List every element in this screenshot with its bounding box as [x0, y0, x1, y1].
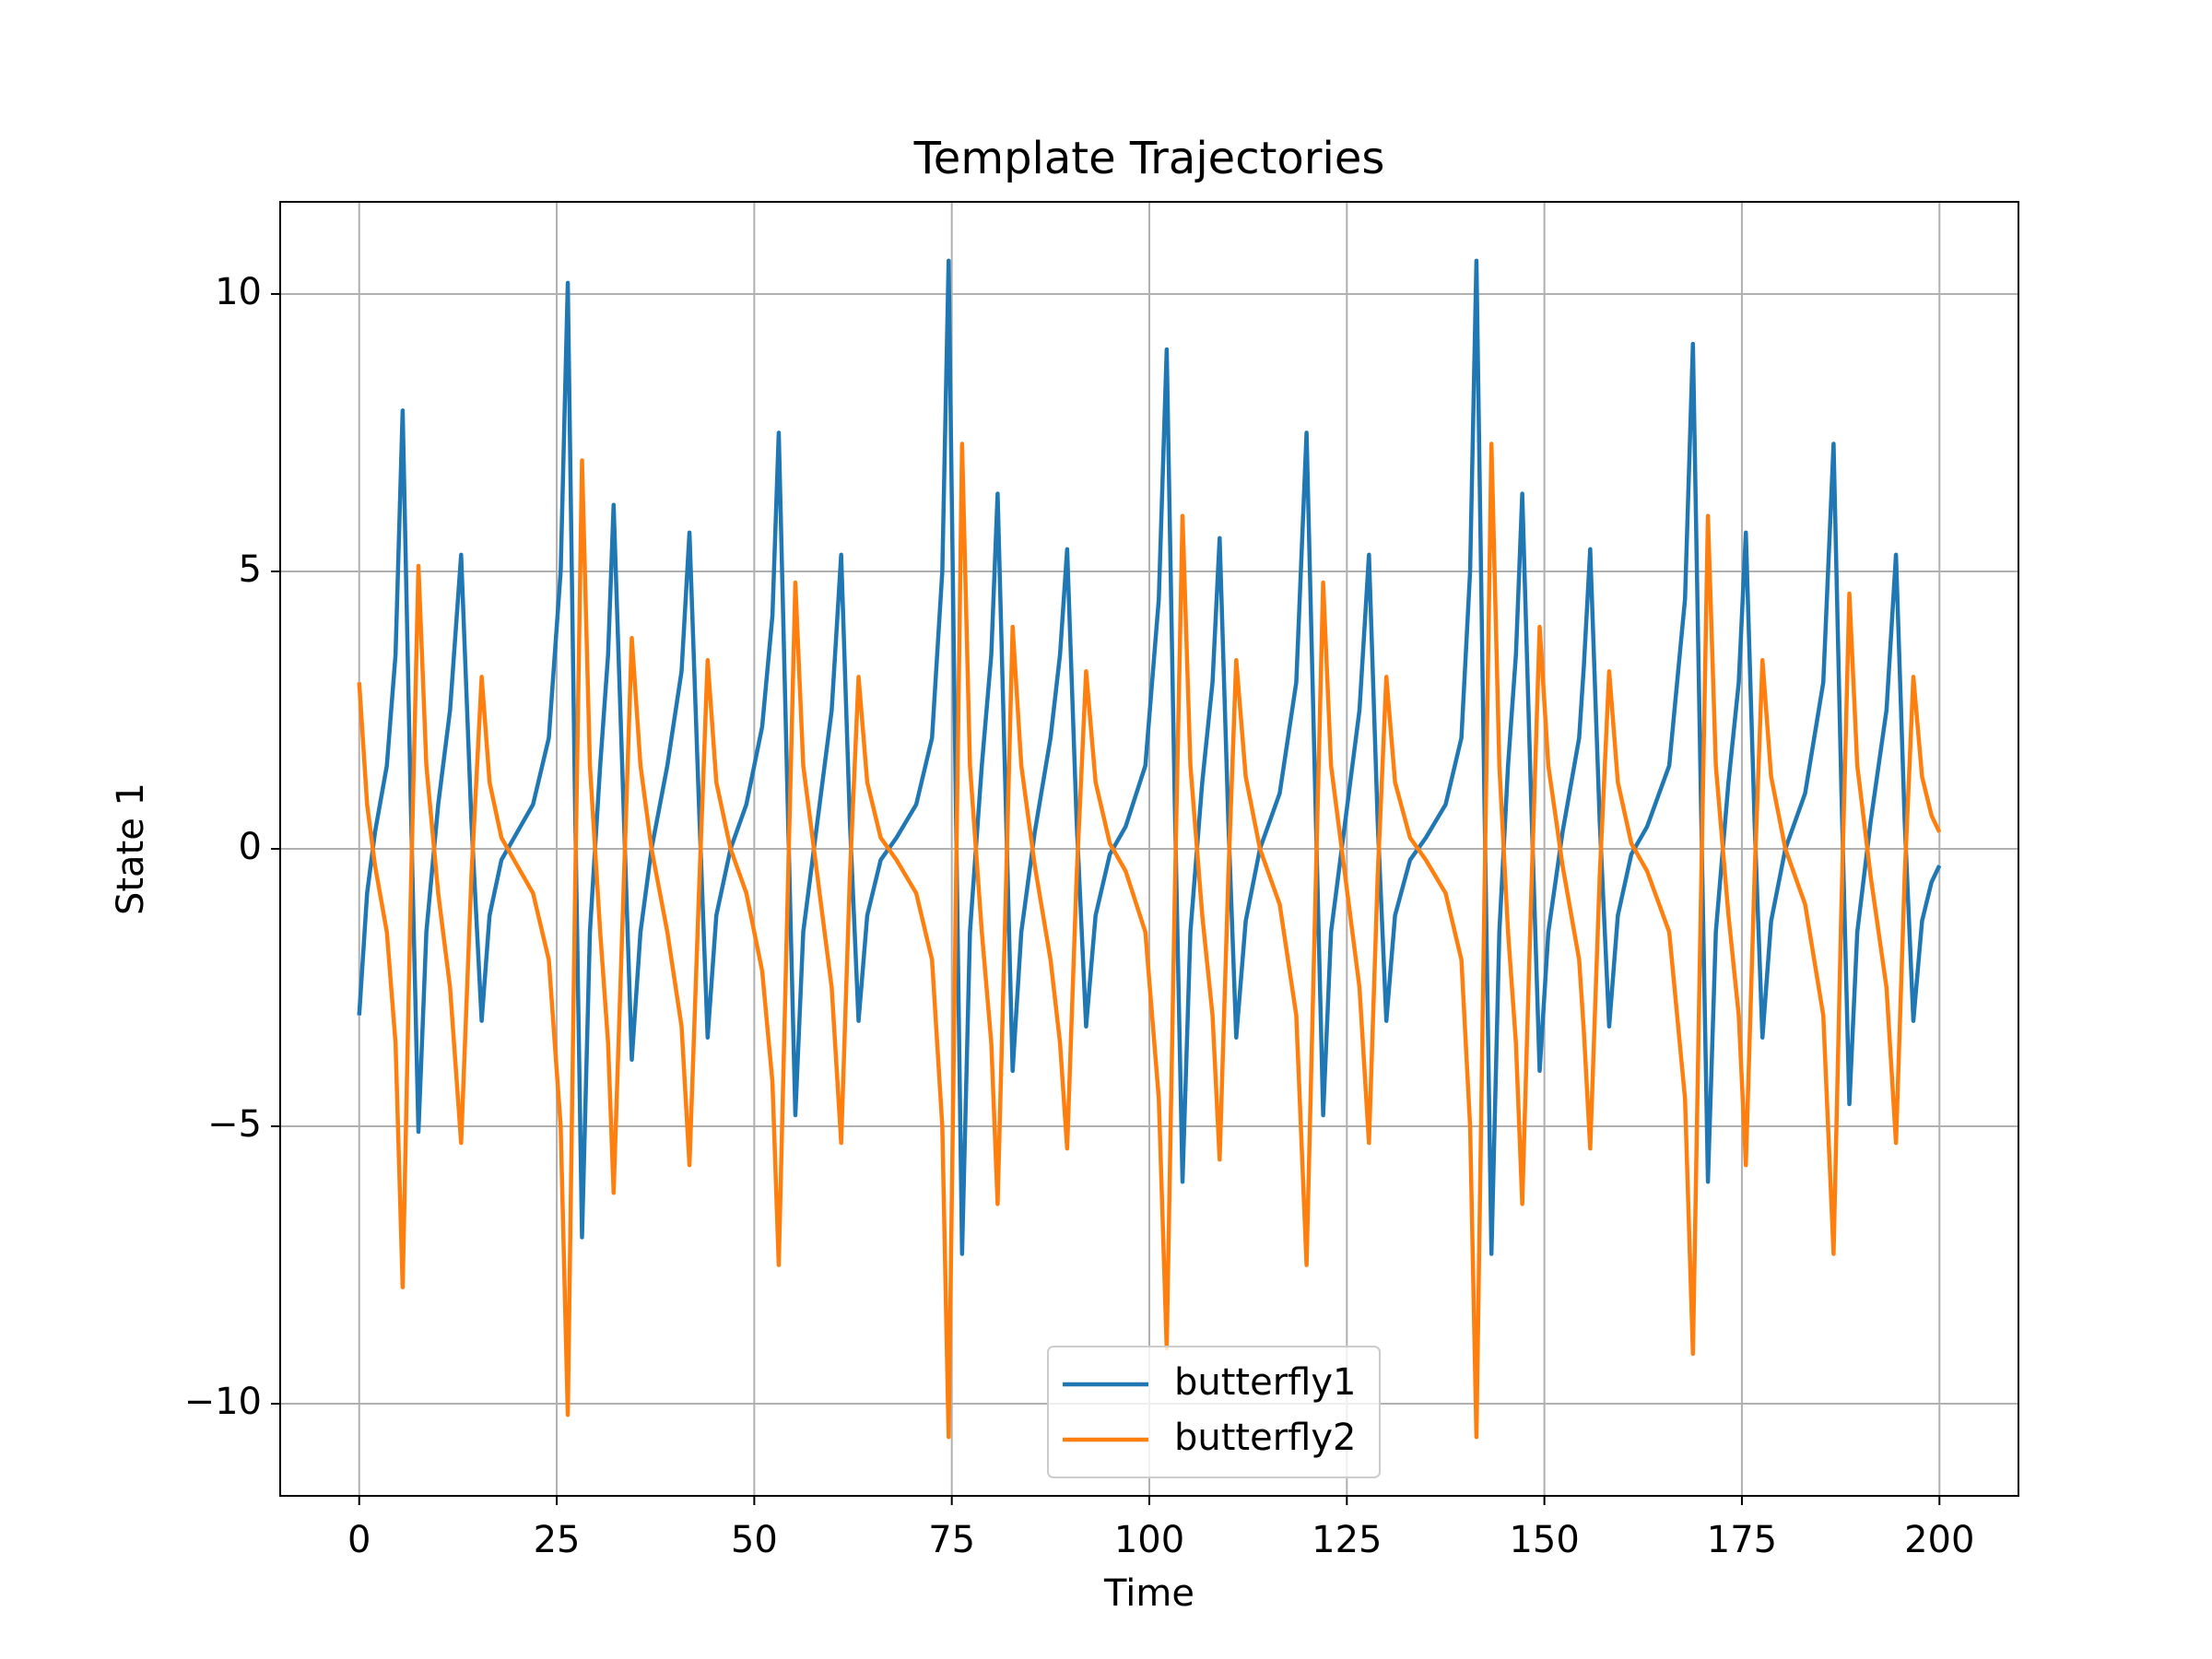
series-line	[357, 258, 1942, 1256]
y-tick-label: 10	[215, 271, 262, 313]
legend-label: butterfly1	[1174, 1361, 1356, 1404]
x-tick-label: 100	[1114, 1519, 1184, 1561]
y-tick-label: −5	[207, 1103, 262, 1146]
x-tick-label: 200	[1904, 1519, 1974, 1561]
plot-area	[357, 258, 1942, 1440]
x-tick-label: 50	[731, 1519, 778, 1561]
y-tick-label: 5	[239, 548, 262, 591]
axes-frame	[279, 201, 2019, 1497]
x-tick-label: 150	[1509, 1519, 1579, 1561]
x-tick-label: 175	[1707, 1519, 1777, 1561]
legend-label: butterfly2	[1174, 1417, 1356, 1459]
y-tick-label: −10	[184, 1381, 262, 1423]
series-line	[357, 441, 1942, 1440]
legend-box	[1047, 1346, 1381, 1478]
chart-title: Template Trajectories	[913, 133, 1385, 184]
x-tick-label: 25	[534, 1519, 581, 1561]
x-axis-label: Time	[1103, 1572, 1194, 1615]
x-tick-label: 125	[1312, 1519, 1382, 1561]
legend: butterfly1 butterfly2	[1047, 1346, 1381, 1478]
x-tick-label: 75	[928, 1519, 975, 1561]
x-tick-label: 0	[347, 1519, 371, 1561]
y-axis-label: State 1	[110, 782, 152, 915]
y-tick-label: 0	[239, 826, 262, 868]
